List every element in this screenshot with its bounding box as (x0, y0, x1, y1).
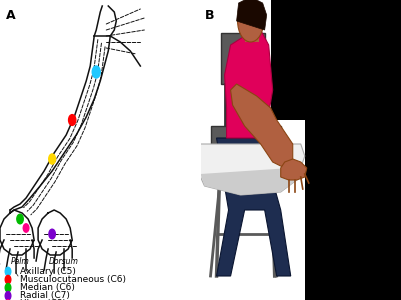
Circle shape (23, 224, 29, 232)
Polygon shape (281, 159, 307, 180)
Circle shape (69, 115, 76, 125)
Text: Dorsum: Dorsum (49, 257, 79, 266)
Polygon shape (305, 0, 401, 300)
Text: Musculocutaneous (C6): Musculocutaneous (C6) (20, 275, 126, 284)
FancyBboxPatch shape (211, 126, 281, 144)
Circle shape (49, 154, 55, 164)
Polygon shape (237, 0, 267, 30)
Ellipse shape (237, 0, 264, 42)
Circle shape (5, 292, 11, 300)
Text: A: A (6, 9, 16, 22)
Circle shape (49, 229, 55, 239)
Polygon shape (200, 168, 297, 195)
Polygon shape (271, 0, 305, 120)
Text: Palm: Palm (11, 257, 29, 266)
FancyBboxPatch shape (221, 33, 265, 84)
Polygon shape (225, 30, 273, 138)
Circle shape (17, 214, 23, 224)
Polygon shape (217, 138, 291, 276)
Polygon shape (231, 84, 293, 168)
Text: Median (C6): Median (C6) (20, 283, 75, 292)
Text: Radial (C7): Radial (C7) (20, 291, 70, 300)
Circle shape (5, 267, 11, 276)
Circle shape (5, 284, 11, 292)
Text: Ulnar (C8): Ulnar (C8) (20, 299, 66, 300)
Circle shape (5, 275, 11, 284)
FancyBboxPatch shape (245, 24, 259, 42)
Polygon shape (196, 144, 305, 195)
Circle shape (92, 66, 100, 78)
Text: B: B (205, 9, 214, 22)
Text: Axillary (C5): Axillary (C5) (20, 267, 76, 276)
